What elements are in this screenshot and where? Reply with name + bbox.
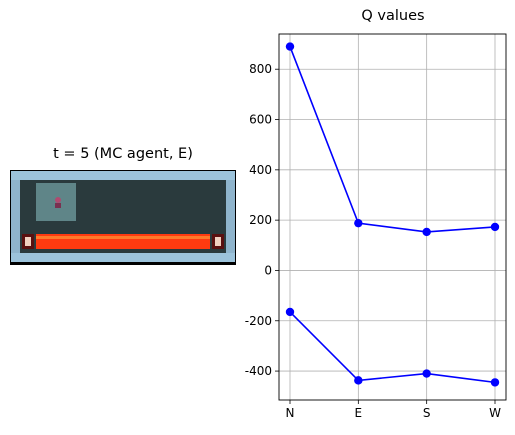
data-point	[285, 42, 295, 51]
y-tick-label: -400	[245, 364, 272, 378]
data-point	[422, 369, 431, 378]
data-point	[490, 222, 500, 232]
environment-title: t = 5 (MC agent, E)	[53, 146, 193, 162]
gridworld-lava-environment	[10, 170, 236, 265]
x-tick-label: S	[423, 406, 431, 420]
exit-right-icon	[212, 234, 224, 249]
data-point	[285, 307, 295, 317]
y-tick-label: 400	[249, 163, 272, 177]
agent-icon	[55, 197, 61, 208]
x-tick-label: N	[286, 406, 295, 420]
y-tick-label: 600	[249, 113, 272, 127]
y-tick-label: 800	[249, 62, 272, 76]
data-point	[490, 378, 500, 387]
series-line-2	[289, 311, 496, 384]
exit-left-icon	[22, 234, 34, 249]
x-tick-label: E	[355, 406, 363, 420]
plot-frame	[278, 33, 507, 401]
y-tick-label: -200	[245, 314, 272, 328]
y-tick-label: 0	[264, 263, 272, 277]
chart-title: Q values	[361, 8, 425, 24]
series-line-1	[289, 46, 496, 233]
data-point	[354, 376, 363, 385]
data-point	[422, 227, 431, 237]
data-point	[354, 218, 363, 228]
x-tick-label: W	[489, 406, 501, 420]
y-tick-label: 200	[249, 213, 272, 227]
